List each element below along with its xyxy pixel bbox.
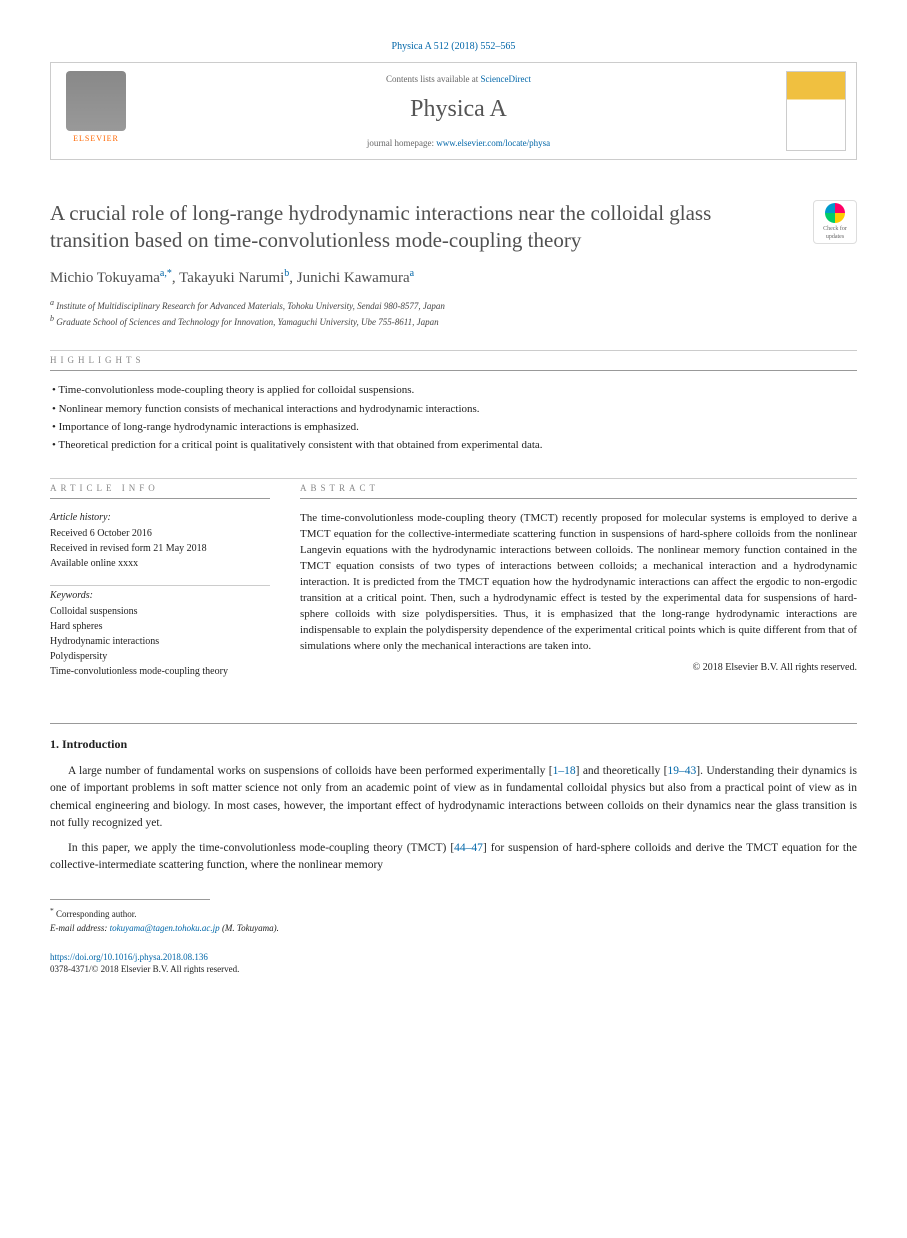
divider (300, 498, 857, 499)
aff-b-text: Graduate School of Sciences and Technolo… (54, 317, 439, 327)
check-line2: updates (826, 233, 844, 241)
highlight-item: Nonlinear memory function consists of me… (52, 402, 857, 417)
author-3-aff[interactable]: a (410, 268, 414, 279)
homepage-link[interactable]: www.elsevier.com/locate/physa (436, 138, 550, 148)
highlight-item: Theoretical prediction for a critical po… (52, 438, 857, 453)
doi-link[interactable]: https://doi.org/10.1016/j.physa.2018.08.… (50, 952, 208, 962)
author-3: Junichi Kawamura (297, 270, 410, 286)
email-link[interactable]: tokuyama@tagen.tohoku.ac.jp (110, 923, 220, 933)
p1-text-b: ] and theoretically [ (576, 765, 668, 777)
keyword: Hard spheres (50, 620, 270, 634)
history-heading: Article history: (50, 511, 270, 525)
highlight-item: Importance of long-range hydrodynamic in… (52, 420, 857, 435)
header-panel: ELSEVIER Contents lists available at Sci… (50, 62, 857, 160)
affiliation-b: b Graduate School of Sciences and Techno… (50, 313, 857, 330)
keyword: Hydrodynamic interactions (50, 635, 270, 649)
keyword: Colloidal suspensions (50, 605, 270, 619)
sciencedirect-link[interactable]: ScienceDirect (481, 74, 531, 84)
divider (50, 350, 857, 351)
authors-line: Michio Tokuyamaa,*, Takayuki Narumib, Ju… (50, 267, 857, 289)
ref-link[interactable]: 1–18 (553, 765, 576, 777)
email-suffix: (M. Tokuyama). (220, 923, 279, 933)
aff-a-text: Institute of Multidisciplinary Research … (54, 301, 445, 311)
keywords-block: Keywords: Colloidal suspensions Hard sph… (50, 589, 270, 679)
affiliation-a: a Institute of Multidisciplinary Researc… (50, 297, 857, 314)
title-row: A crucial role of long-range hydrodynami… (50, 200, 857, 255)
divider (50, 498, 270, 499)
history-line: Received 6 October 2016 (50, 527, 270, 541)
p1-text-a: A large number of fundamental works on s… (68, 765, 553, 777)
ref-link[interactable]: 44–47 (454, 842, 483, 854)
history-line: Received in revised form 21 May 2018 (50, 542, 270, 556)
homepage-line: journal homepage: www.elsevier.com/locat… (146, 137, 771, 150)
highlight-item: Time-convolutionless mode-coupling theor… (52, 383, 857, 398)
contents-line: Contents lists available at ScienceDirec… (146, 73, 771, 86)
citation-link[interactable]: Physica A 512 (2018) 552–565 (392, 41, 516, 52)
email-line: E-mail address: tokuyama@tagen.tohoku.ac… (50, 922, 857, 935)
check-updates-badge[interactable]: Check for updates (813, 200, 857, 244)
history-line: Available online xxxx (50, 557, 270, 571)
elsevier-tree-icon (66, 71, 126, 131)
keywords-heading: Keywords: (50, 589, 270, 603)
divider (50, 723, 857, 724)
doi-line: https://doi.org/10.1016/j.physa.2018.08.… (50, 951, 857, 964)
author-2: Takayuki Narumi (179, 270, 284, 286)
intro-paragraph-1: A large number of fundamental works on s… (50, 763, 857, 832)
issn-line: 0378-4371/© 2018 Elsevier B.V. All right… (50, 963, 857, 976)
introduction-section: 1. Introduction A large number of fundam… (50, 736, 857, 874)
abstract-copyright: © 2018 Elsevier B.V. All rights reserved… (300, 661, 857, 675)
footnote-separator (50, 899, 210, 900)
divider (50, 370, 857, 371)
corr-label: Corresponding author. (54, 909, 137, 919)
email-label: E-mail address: (50, 923, 110, 933)
keyword: Time-convolutionless mode-coupling theor… (50, 665, 270, 679)
article-title: A crucial role of long-range hydrodynami… (50, 200, 793, 255)
abstract-label: ABSTRACT (300, 482, 857, 495)
intro-paragraph-2: In this paper, we apply the time-convolu… (50, 840, 857, 875)
history-block: Article history: Received 6 October 2016… (50, 511, 270, 571)
author-1-aff[interactable]: a, (160, 268, 167, 279)
abstract-column: ABSTRACT The time-convolutionless mode-c… (300, 482, 857, 694)
abstract-text: The time-convolutionless mode-coupling t… (300, 511, 857, 654)
highlights-label: HIGHLIGHTS (50, 354, 857, 367)
elsevier-label: ELSEVIER (73, 133, 119, 144)
journal-cover-thumbnail (786, 71, 846, 151)
header-center: Contents lists available at ScienceDirec… (146, 73, 771, 150)
highlights-list: Time-convolutionless mode-coupling theor… (50, 383, 857, 454)
info-abstract-row: ARTICLE INFO Article history: Received 6… (50, 482, 857, 694)
check-line1: Check for (823, 225, 847, 233)
crossmark-icon (825, 203, 845, 223)
author-sep2: , (289, 270, 297, 286)
ref-link[interactable]: 19–43 (667, 765, 696, 777)
divider (50, 585, 270, 586)
elsevier-logo: ELSEVIER (61, 71, 131, 151)
article-info-column: ARTICLE INFO Article history: Received 6… (50, 482, 270, 694)
contents-prefix: Contents lists available at (386, 74, 480, 84)
homepage-prefix: journal homepage: (367, 138, 436, 148)
keyword: Polydispersity (50, 650, 270, 664)
intro-heading: 1. Introduction (50, 736, 857, 753)
corresponding-author-note: * Corresponding author. (50, 906, 857, 921)
p2-text-a: In this paper, we apply the time-convolu… (68, 842, 454, 854)
affiliations: a Institute of Multidisciplinary Researc… (50, 297, 857, 330)
journal-name: Physica A (146, 93, 771, 127)
article-info-label: ARTICLE INFO (50, 482, 270, 495)
divider (50, 478, 857, 479)
author-1: Michio Tokuyama (50, 270, 160, 286)
header-citation: Physica A 512 (2018) 552–565 (50, 40, 857, 54)
highlights-section: HIGHLIGHTS Time-convolutionless mode-cou… (50, 354, 857, 454)
